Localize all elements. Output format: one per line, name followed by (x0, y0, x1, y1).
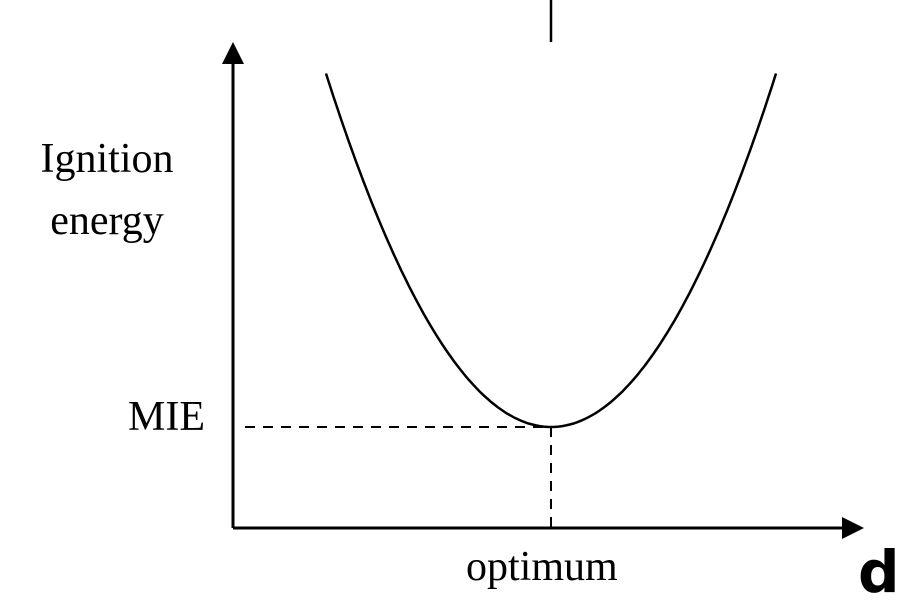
y-axis-label-line-1: Ignition (40, 136, 174, 182)
y-tick-mie: MIE (128, 394, 205, 440)
y-axis-label: Ignition energy (22, 128, 192, 252)
ignition-energy-curve (324, 73, 778, 429)
x-tick-optimum: optimum (466, 544, 618, 590)
x-axis-arrow (842, 517, 864, 539)
y-axis-arrow (222, 42, 244, 64)
y-axis-label-line-2: energy (50, 198, 164, 244)
x-axis-label: d (858, 538, 900, 606)
